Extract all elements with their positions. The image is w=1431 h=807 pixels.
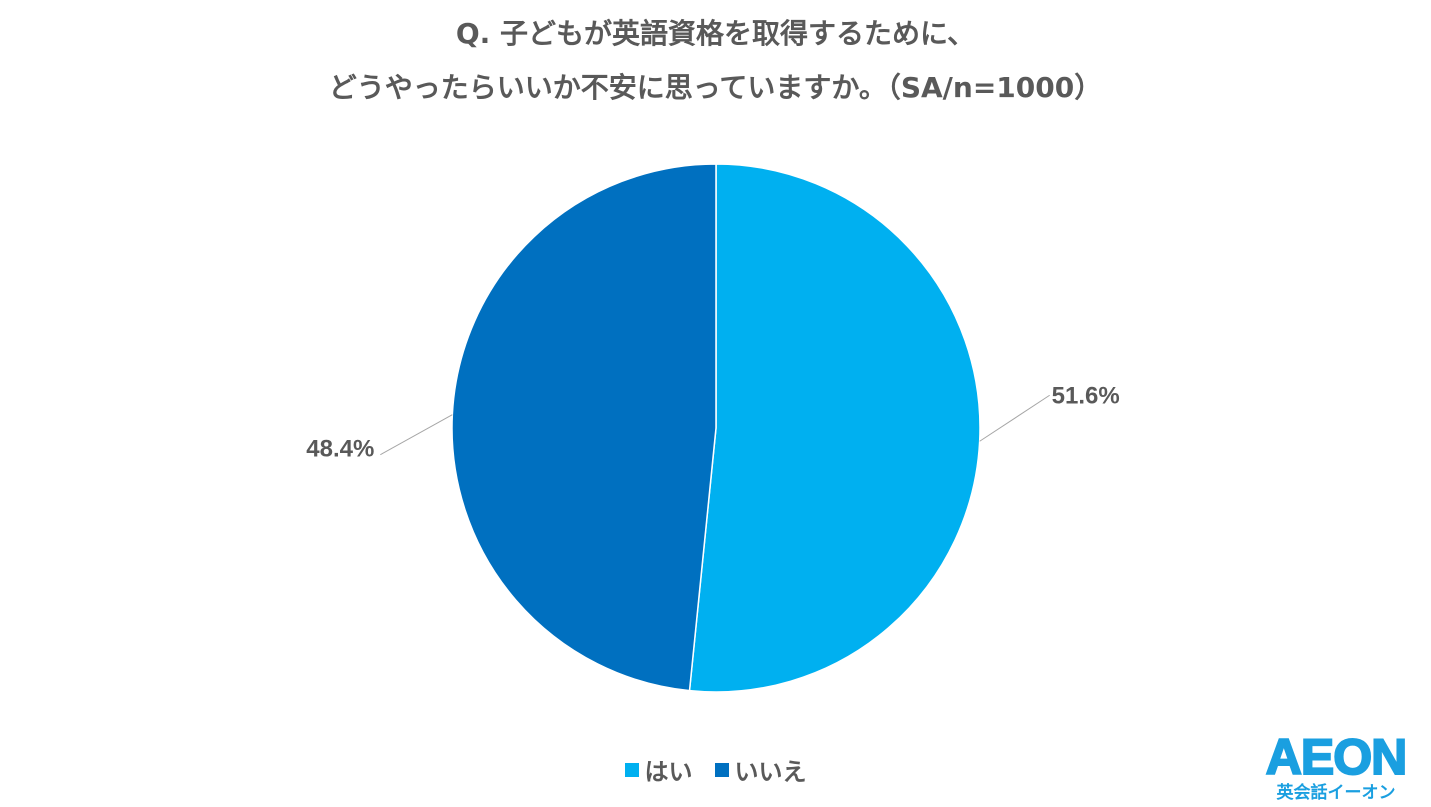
- chart-title-line-1: Q. 子どもが英語資格を取得するために、: [455, 17, 976, 50]
- leader-line-0: [979, 394, 1050, 442]
- chart-title-line-2: どうやったらいいか不安に思っていますか。（SA/n=1000）: [328, 71, 1103, 104]
- pie-slice-1: [451, 163, 717, 692]
- logo-subtitle: 英会話イーオン: [1276, 783, 1396, 803]
- aeon-logo: AEON 英会話イーオン: [1251, 729, 1421, 803]
- legend-swatch-yes: [624, 762, 639, 777]
- data-label-1: 48.4%: [306, 436, 374, 463]
- data-label-0: 51.6%: [1052, 382, 1120, 409]
- pie-slice-0: [688, 163, 981, 693]
- legend-item-no: いいえ: [714, 752, 807, 787]
- logo-mark: AEON: [1265, 729, 1408, 785]
- legend-swatch-no: [714, 762, 729, 777]
- chart-legend: はい いいえ: [0, 752, 1431, 787]
- legend-label-no: いいえ: [734, 758, 807, 786]
- legend-label-yes: はい: [644, 758, 693, 786]
- legend-item-yes: はい: [624, 752, 693, 787]
- leader-line-1: [380, 414, 453, 456]
